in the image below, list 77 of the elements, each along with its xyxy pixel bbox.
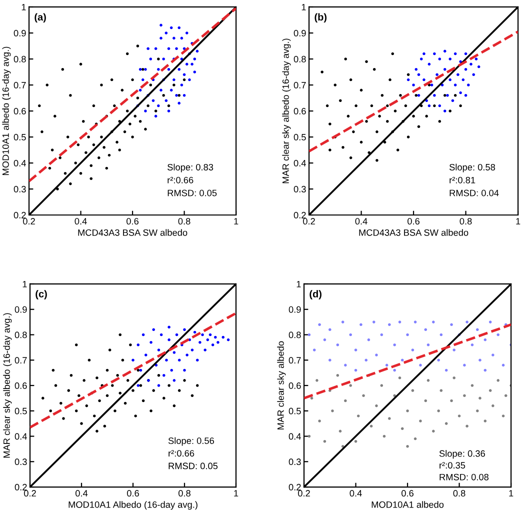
y-axis-title: MOD10A1 albedo (16-day avg.) [2, 46, 11, 175]
annotation: Slope: 0.83 [168, 164, 214, 172]
x-tick-label: 0.6 [126, 218, 139, 225]
x-tick-label: 0.4 [74, 218, 87, 225]
y-tick-label: 1 [22, 281, 27, 288]
y-tick-label: 0.8 [14, 332, 27, 338]
y-tick-label: 0.8 [288, 332, 301, 338]
annotation: RMSD: 0.04 [450, 190, 499, 196]
x-tick-label: 0.6 [408, 218, 420, 225]
y-tick-label: 0.9 [294, 30, 306, 36]
y-axis-title: MAR clear sky albedo [277, 341, 286, 430]
y-tick-label: 0.6 [14, 108, 26, 114]
y-tick-label: 0.2 [288, 484, 301, 490]
text: (b) [314, 13, 327, 23]
y-tick-label: 0.6 [14, 382, 27, 389]
text: (d) [310, 290, 322, 300]
y-tick-label: 0.5 [288, 408, 301, 414]
x-tick-label: 0.6 [126, 490, 139, 497]
y-tick-label: 1 [296, 281, 301, 288]
x-tick-label: 0.8 [178, 218, 190, 225]
annotation: r²:0.66 [168, 450, 194, 457]
y-axis-title: MAR clear sky albedo (16-day avg.) [282, 38, 291, 184]
annotation: Slope: 0.56 [168, 437, 214, 446]
y-tick-label: 0.7 [294, 82, 306, 88]
y-tick-label: 0.6 [294, 108, 306, 114]
x-tick-label: 1 [234, 490, 238, 496]
y-tick-label: 0.3 [288, 458, 301, 466]
x-tick-label: 0.2 [303, 218, 315, 225]
y-tick-label: 0.5 [14, 134, 26, 140]
y-tick-label: 0.4 [14, 433, 27, 440]
y-tick-label: 0.6 [288, 382, 301, 389]
x-tick-label: 1 [509, 490, 514, 496]
x-tick-label: 0.8 [178, 490, 190, 497]
x-tick-label: 0.4 [355, 218, 368, 225]
y-tick-label: 0.3 [14, 186, 26, 192]
annotation: RMSD: 0.05 [168, 462, 218, 470]
text: (c) [36, 290, 47, 300]
annotation: Slope: 0.58 [449, 164, 496, 172]
y-tick-label: 0.2 [14, 484, 27, 490]
y-tick-label: 0.2 [294, 212, 306, 218]
y-tick-label: 0.3 [294, 186, 306, 192]
y-tick-label: 0.9 [14, 30, 26, 36]
y-tick-label: 0.7 [14, 82, 26, 88]
annotation: Slope: 0.36 [439, 450, 485, 459]
x-tick-label: 0.4 [350, 490, 362, 497]
x-tick-label: 1 [516, 218, 520, 224]
y-tick-label: 0.8 [14, 56, 26, 62]
y-tick-label: 0.5 [294, 134, 306, 140]
x-axis-title: MOD10A1 albedo [372, 501, 444, 508]
y-tick-label: 0.4 [14, 160, 26, 166]
y-tick-label: 0.2 [14, 212, 26, 218]
annotation: r²:0.81 [450, 176, 476, 184]
y-tick-label: 0.8 [294, 56, 306, 62]
x-tick-label: 0.4 [76, 490, 88, 497]
y-tick-label: 0.4 [294, 160, 306, 166]
annotation: RMSD: 0.08 [440, 474, 489, 480]
y-tick-label: 0.9 [288, 306, 301, 313]
annotation: RMSD: 0.05 [168, 190, 217, 196]
x-tick-label: 0.6 [402, 490, 414, 497]
annotation: r²:0.35 [440, 462, 466, 469]
x-tick-label: 1 [234, 218, 238, 224]
y-tick-label: 0.9 [14, 306, 27, 313]
y-axis-title: MAR clear sky albedo (16-day avg.) [3, 313, 12, 458]
annotation: r²:0.66 [168, 176, 194, 184]
text: (a) [34, 13, 46, 23]
x-tick-label: 0.8 [453, 490, 466, 497]
x-axis-title: MCD43A3 BSA SW albedo [359, 229, 468, 236]
y-tick-label: 0.7 [14, 357, 27, 364]
y-tick-label: 0.7 [288, 357, 301, 364]
y-tick-label: 0.4 [288, 433, 301, 440]
x-axis-title: MCD43A3 BSA SW albedo [78, 229, 188, 236]
y-tick-label: 0.3 [14, 458, 27, 466]
x-tick-label: 0.8 [460, 218, 472, 225]
y-tick-label: 1 [302, 4, 306, 10]
x-axis-title: MOD10A1 Albedo (16-day avg.) [68, 501, 198, 510]
y-tick-label: 1 [22, 4, 26, 10]
y-tick-label: 0.5 [14, 408, 27, 414]
